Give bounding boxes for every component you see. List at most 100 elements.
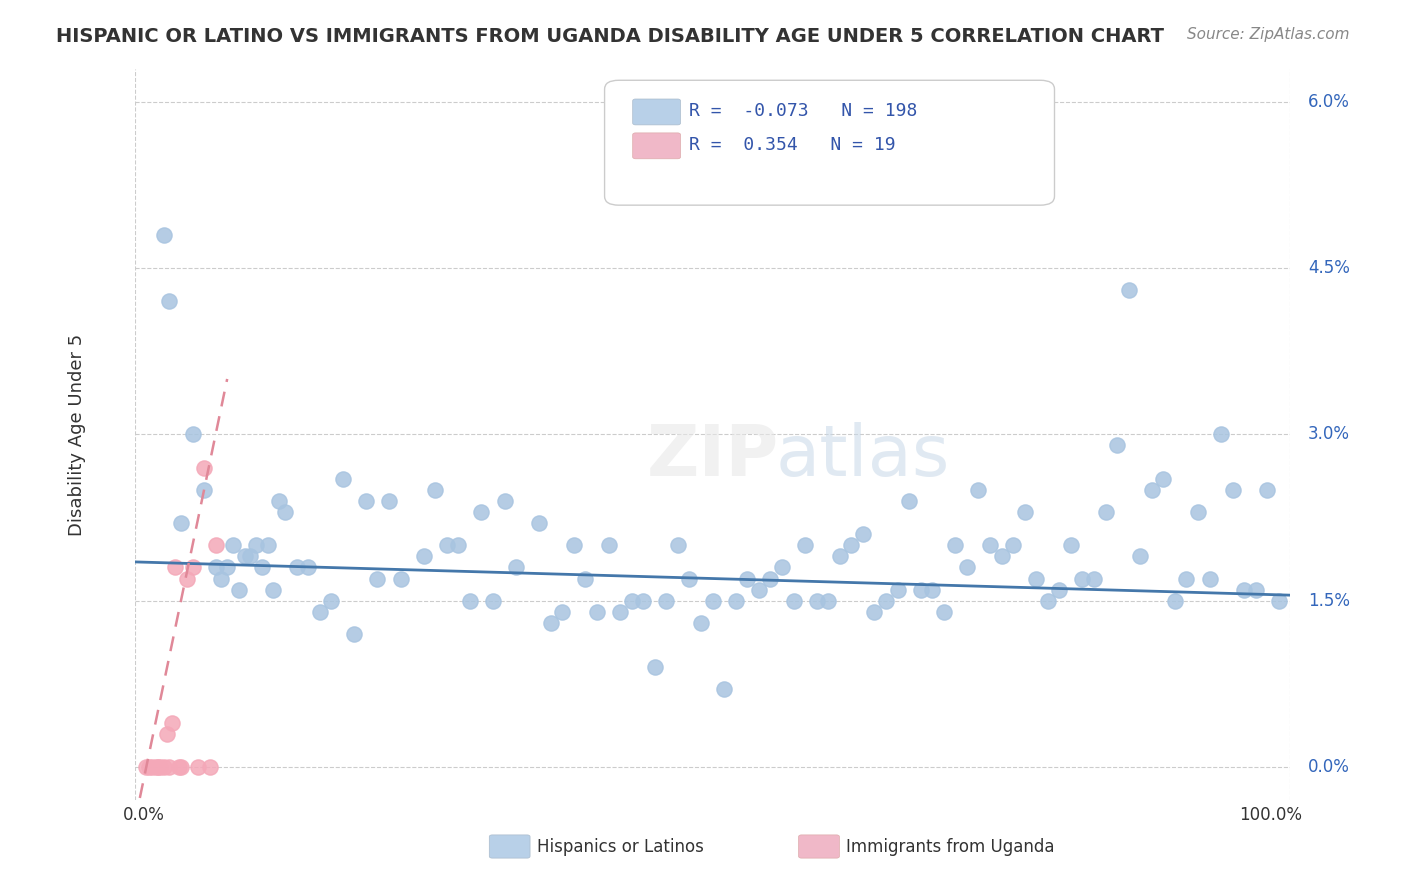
Point xyxy=(620,593,643,607)
Point xyxy=(724,593,747,607)
Point xyxy=(806,593,828,607)
Point xyxy=(910,582,932,597)
Point xyxy=(245,538,267,552)
Point xyxy=(529,516,551,530)
Point xyxy=(1268,593,1291,607)
Point xyxy=(702,593,724,607)
Point xyxy=(354,494,377,508)
Point xyxy=(146,760,169,774)
Point xyxy=(1244,582,1267,597)
Point xyxy=(494,494,516,508)
Text: atlas: atlas xyxy=(776,422,950,491)
Point xyxy=(1129,549,1152,564)
Text: 3.0%: 3.0% xyxy=(1308,425,1350,443)
Point xyxy=(713,682,735,697)
Point xyxy=(644,660,666,674)
Point xyxy=(167,760,190,774)
Point xyxy=(1175,572,1198,586)
Point xyxy=(160,715,183,730)
Point xyxy=(655,593,678,607)
Point xyxy=(678,572,700,586)
Point xyxy=(1164,593,1187,607)
Point xyxy=(285,560,308,574)
Point xyxy=(932,605,955,619)
Point xyxy=(233,549,256,564)
Point xyxy=(1256,483,1278,497)
Point xyxy=(1014,505,1036,519)
Text: Source: ZipAtlas.com: Source: ZipAtlas.com xyxy=(1187,27,1350,42)
Point xyxy=(574,572,596,586)
Point xyxy=(690,615,713,630)
Point xyxy=(735,572,758,586)
Point xyxy=(1047,582,1070,597)
Point xyxy=(412,549,434,564)
Point xyxy=(217,560,239,574)
Point xyxy=(956,560,979,574)
Point xyxy=(921,582,943,597)
Point xyxy=(332,472,354,486)
Point xyxy=(1187,505,1209,519)
Point xyxy=(152,760,174,774)
Text: Immigrants from Uganda: Immigrants from Uganda xyxy=(846,838,1054,855)
Text: Hispanics or Latinos: Hispanics or Latinos xyxy=(537,838,704,855)
Point xyxy=(262,582,284,597)
Point xyxy=(209,572,232,586)
Point xyxy=(748,582,770,597)
Point xyxy=(1198,572,1220,586)
Point xyxy=(170,760,193,774)
Text: HISPANIC OR LATINO VS IMMIGRANTS FROM UGANDA DISABILITY AGE UNDER 5 CORRELATION : HISPANIC OR LATINO VS IMMIGRANTS FROM UG… xyxy=(56,27,1164,45)
Point xyxy=(505,560,527,574)
Point xyxy=(193,460,215,475)
Point xyxy=(256,538,278,552)
Point xyxy=(540,615,562,630)
Point xyxy=(165,560,187,574)
Point xyxy=(135,760,157,774)
Point xyxy=(193,483,215,497)
Point xyxy=(269,494,291,508)
Point xyxy=(389,572,412,586)
Point xyxy=(181,560,204,574)
Point xyxy=(198,760,221,774)
Point xyxy=(943,538,966,552)
Point xyxy=(794,538,817,552)
Point xyxy=(170,516,193,530)
Point xyxy=(1094,505,1116,519)
Point xyxy=(152,227,174,242)
Text: 1.5%: 1.5% xyxy=(1308,591,1350,610)
Point xyxy=(204,560,226,574)
Point xyxy=(609,605,631,619)
Point xyxy=(1118,283,1140,297)
Point xyxy=(204,538,226,552)
Point xyxy=(470,505,492,519)
Point xyxy=(1025,572,1047,586)
Text: 0.0%: 0.0% xyxy=(124,805,165,824)
Point xyxy=(297,560,319,574)
Point xyxy=(176,572,198,586)
Point xyxy=(274,505,297,519)
Point xyxy=(1233,582,1256,597)
Point xyxy=(782,593,804,607)
Text: 100.0%: 100.0% xyxy=(1239,805,1302,824)
Point xyxy=(1083,572,1105,586)
Point xyxy=(1071,572,1094,586)
Text: 4.5%: 4.5% xyxy=(1308,259,1350,277)
Point xyxy=(839,538,862,552)
Point xyxy=(666,538,689,552)
Point xyxy=(967,483,990,497)
Point xyxy=(990,549,1012,564)
Point xyxy=(228,582,250,597)
Point xyxy=(562,538,585,552)
Point xyxy=(586,605,609,619)
Point xyxy=(1060,538,1083,552)
Point xyxy=(759,572,782,586)
Point xyxy=(482,593,505,607)
Point xyxy=(633,593,655,607)
Point xyxy=(1222,483,1244,497)
Point xyxy=(1107,438,1129,452)
Point xyxy=(181,427,204,442)
Point xyxy=(863,605,886,619)
Point xyxy=(308,605,330,619)
Point xyxy=(138,760,160,774)
Point xyxy=(436,538,458,552)
Point xyxy=(343,627,366,641)
